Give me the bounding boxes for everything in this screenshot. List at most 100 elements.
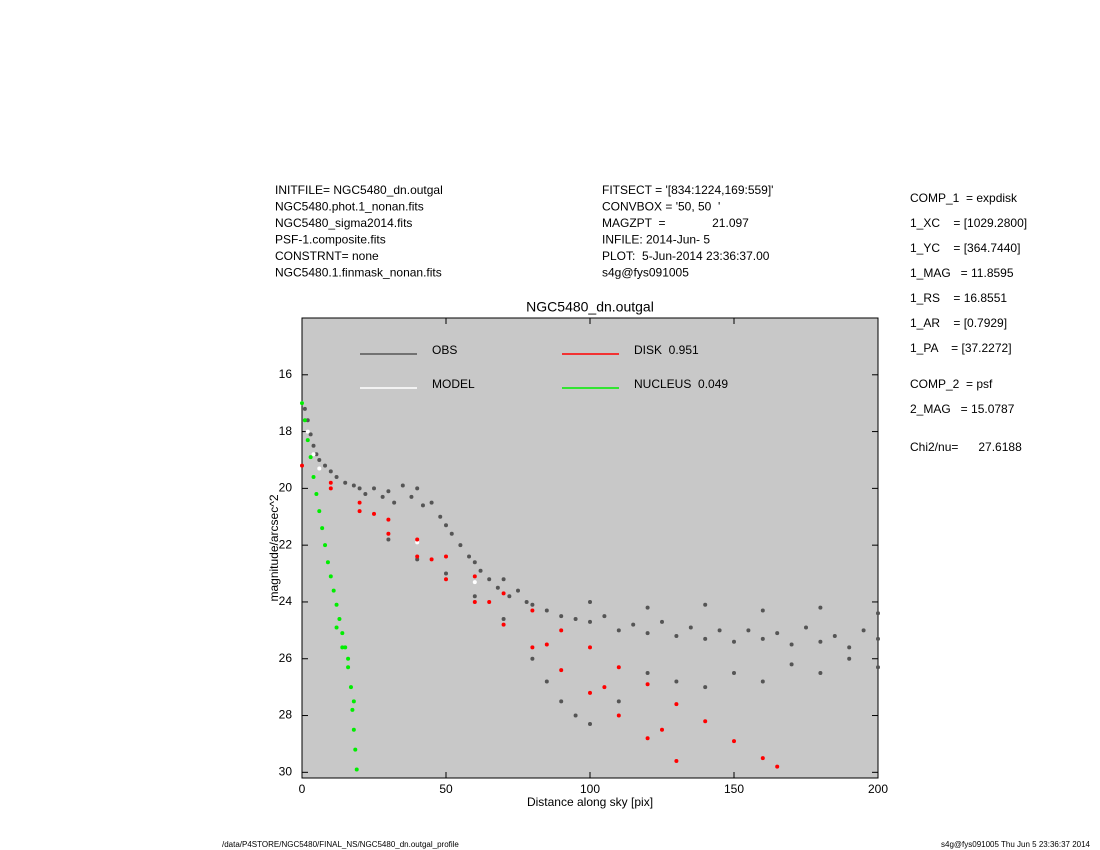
info-line: PSF-1.composite.fits <box>275 233 386 247</box>
y-tick-label: 26 <box>279 651 293 665</box>
point <box>616 665 621 670</box>
point <box>334 602 339 607</box>
point <box>328 574 333 579</box>
point <box>472 599 477 604</box>
footer-right: s4g@fys091005 Thu Jun 5 23:36:37 2014 <box>941 840 1091 849</box>
point <box>645 670 650 675</box>
legend-label: MODEL <box>432 377 475 391</box>
point <box>331 588 336 593</box>
point <box>472 574 477 579</box>
point <box>674 702 679 707</box>
info-line: FITSECT = '[834:1224,169:559]' <box>602 183 773 197</box>
point <box>760 608 765 613</box>
point <box>351 699 356 704</box>
point <box>544 679 549 684</box>
point <box>760 636 765 641</box>
point <box>444 577 448 582</box>
point <box>804 625 808 630</box>
plot-frame <box>301 317 879 779</box>
point <box>732 670 736 675</box>
point <box>472 594 477 599</box>
point <box>308 432 313 437</box>
point <box>317 466 322 471</box>
point <box>415 557 420 562</box>
point <box>302 406 307 411</box>
point <box>688 625 693 630</box>
point <box>530 602 535 607</box>
point <box>415 537 420 542</box>
point <box>559 668 564 673</box>
point <box>415 540 420 545</box>
point <box>544 642 549 647</box>
point <box>346 665 351 670</box>
point <box>717 628 722 633</box>
info-line: NGC5480_sigma2014.fits <box>275 216 412 230</box>
point <box>861 628 866 633</box>
legend-label: DISK 0.951 <box>634 343 699 357</box>
point <box>530 656 535 661</box>
point <box>449 531 454 536</box>
legend-label: OBS <box>432 343 457 357</box>
info-line: s4g@fys091005 <box>602 266 689 280</box>
point <box>350 707 355 712</box>
point <box>314 492 319 497</box>
point <box>317 509 322 514</box>
point <box>674 758 679 763</box>
point <box>300 463 304 468</box>
plot-area <box>302 318 878 778</box>
point <box>760 756 765 761</box>
point <box>602 685 607 690</box>
point <box>645 682 650 687</box>
point <box>372 486 376 491</box>
point <box>343 480 348 485</box>
point <box>818 670 823 675</box>
x-tick-label: 0 <box>299 782 306 796</box>
point <box>334 625 339 630</box>
point <box>311 475 316 480</box>
point <box>530 608 535 613</box>
point <box>328 469 333 474</box>
legend-label: NUCLEUS 0.049 <box>634 377 728 391</box>
y-tick-label: 20 <box>279 481 293 495</box>
point <box>353 747 358 752</box>
point <box>645 605 650 610</box>
footer-left: /data/P4STORE/NGC5480/FINAL_NS/NGC5480_d… <box>222 840 459 849</box>
point <box>524 599 529 604</box>
point <box>311 452 316 457</box>
point <box>847 645 852 650</box>
point <box>386 537 391 542</box>
point <box>317 457 322 462</box>
point <box>323 543 328 548</box>
point <box>472 580 477 585</box>
point <box>392 500 397 505</box>
info-line: COMP_2 = psf <box>910 377 993 391</box>
point <box>703 602 708 607</box>
point <box>847 656 852 661</box>
point <box>363 492 368 497</box>
info-line: CONSTRNT= none <box>275 249 379 263</box>
point <box>746 628 751 633</box>
point <box>775 764 780 769</box>
point <box>588 619 592 624</box>
point <box>409 494 414 499</box>
point <box>438 514 443 519</box>
point <box>674 679 679 684</box>
point <box>372 511 376 516</box>
info-line: NGC5480.phot.1_nonan.fits <box>275 200 424 214</box>
point <box>311 443 316 448</box>
info-line: PLOT: 5-Jun-2014 23:36:37.00 <box>602 249 770 263</box>
point <box>340 631 345 636</box>
point <box>415 486 420 491</box>
info-line: NGC5480.1.finmask_nonan.fits <box>275 266 442 280</box>
point <box>346 656 351 661</box>
point <box>732 639 736 644</box>
point <box>429 500 434 505</box>
point <box>588 722 592 727</box>
point <box>348 685 353 690</box>
point <box>530 645 535 650</box>
point <box>357 509 362 514</box>
info-line: 2_MAG = 15.0787 <box>910 402 1015 416</box>
point <box>516 588 520 593</box>
y-tick-label: 16 <box>279 367 293 381</box>
point <box>732 739 736 744</box>
